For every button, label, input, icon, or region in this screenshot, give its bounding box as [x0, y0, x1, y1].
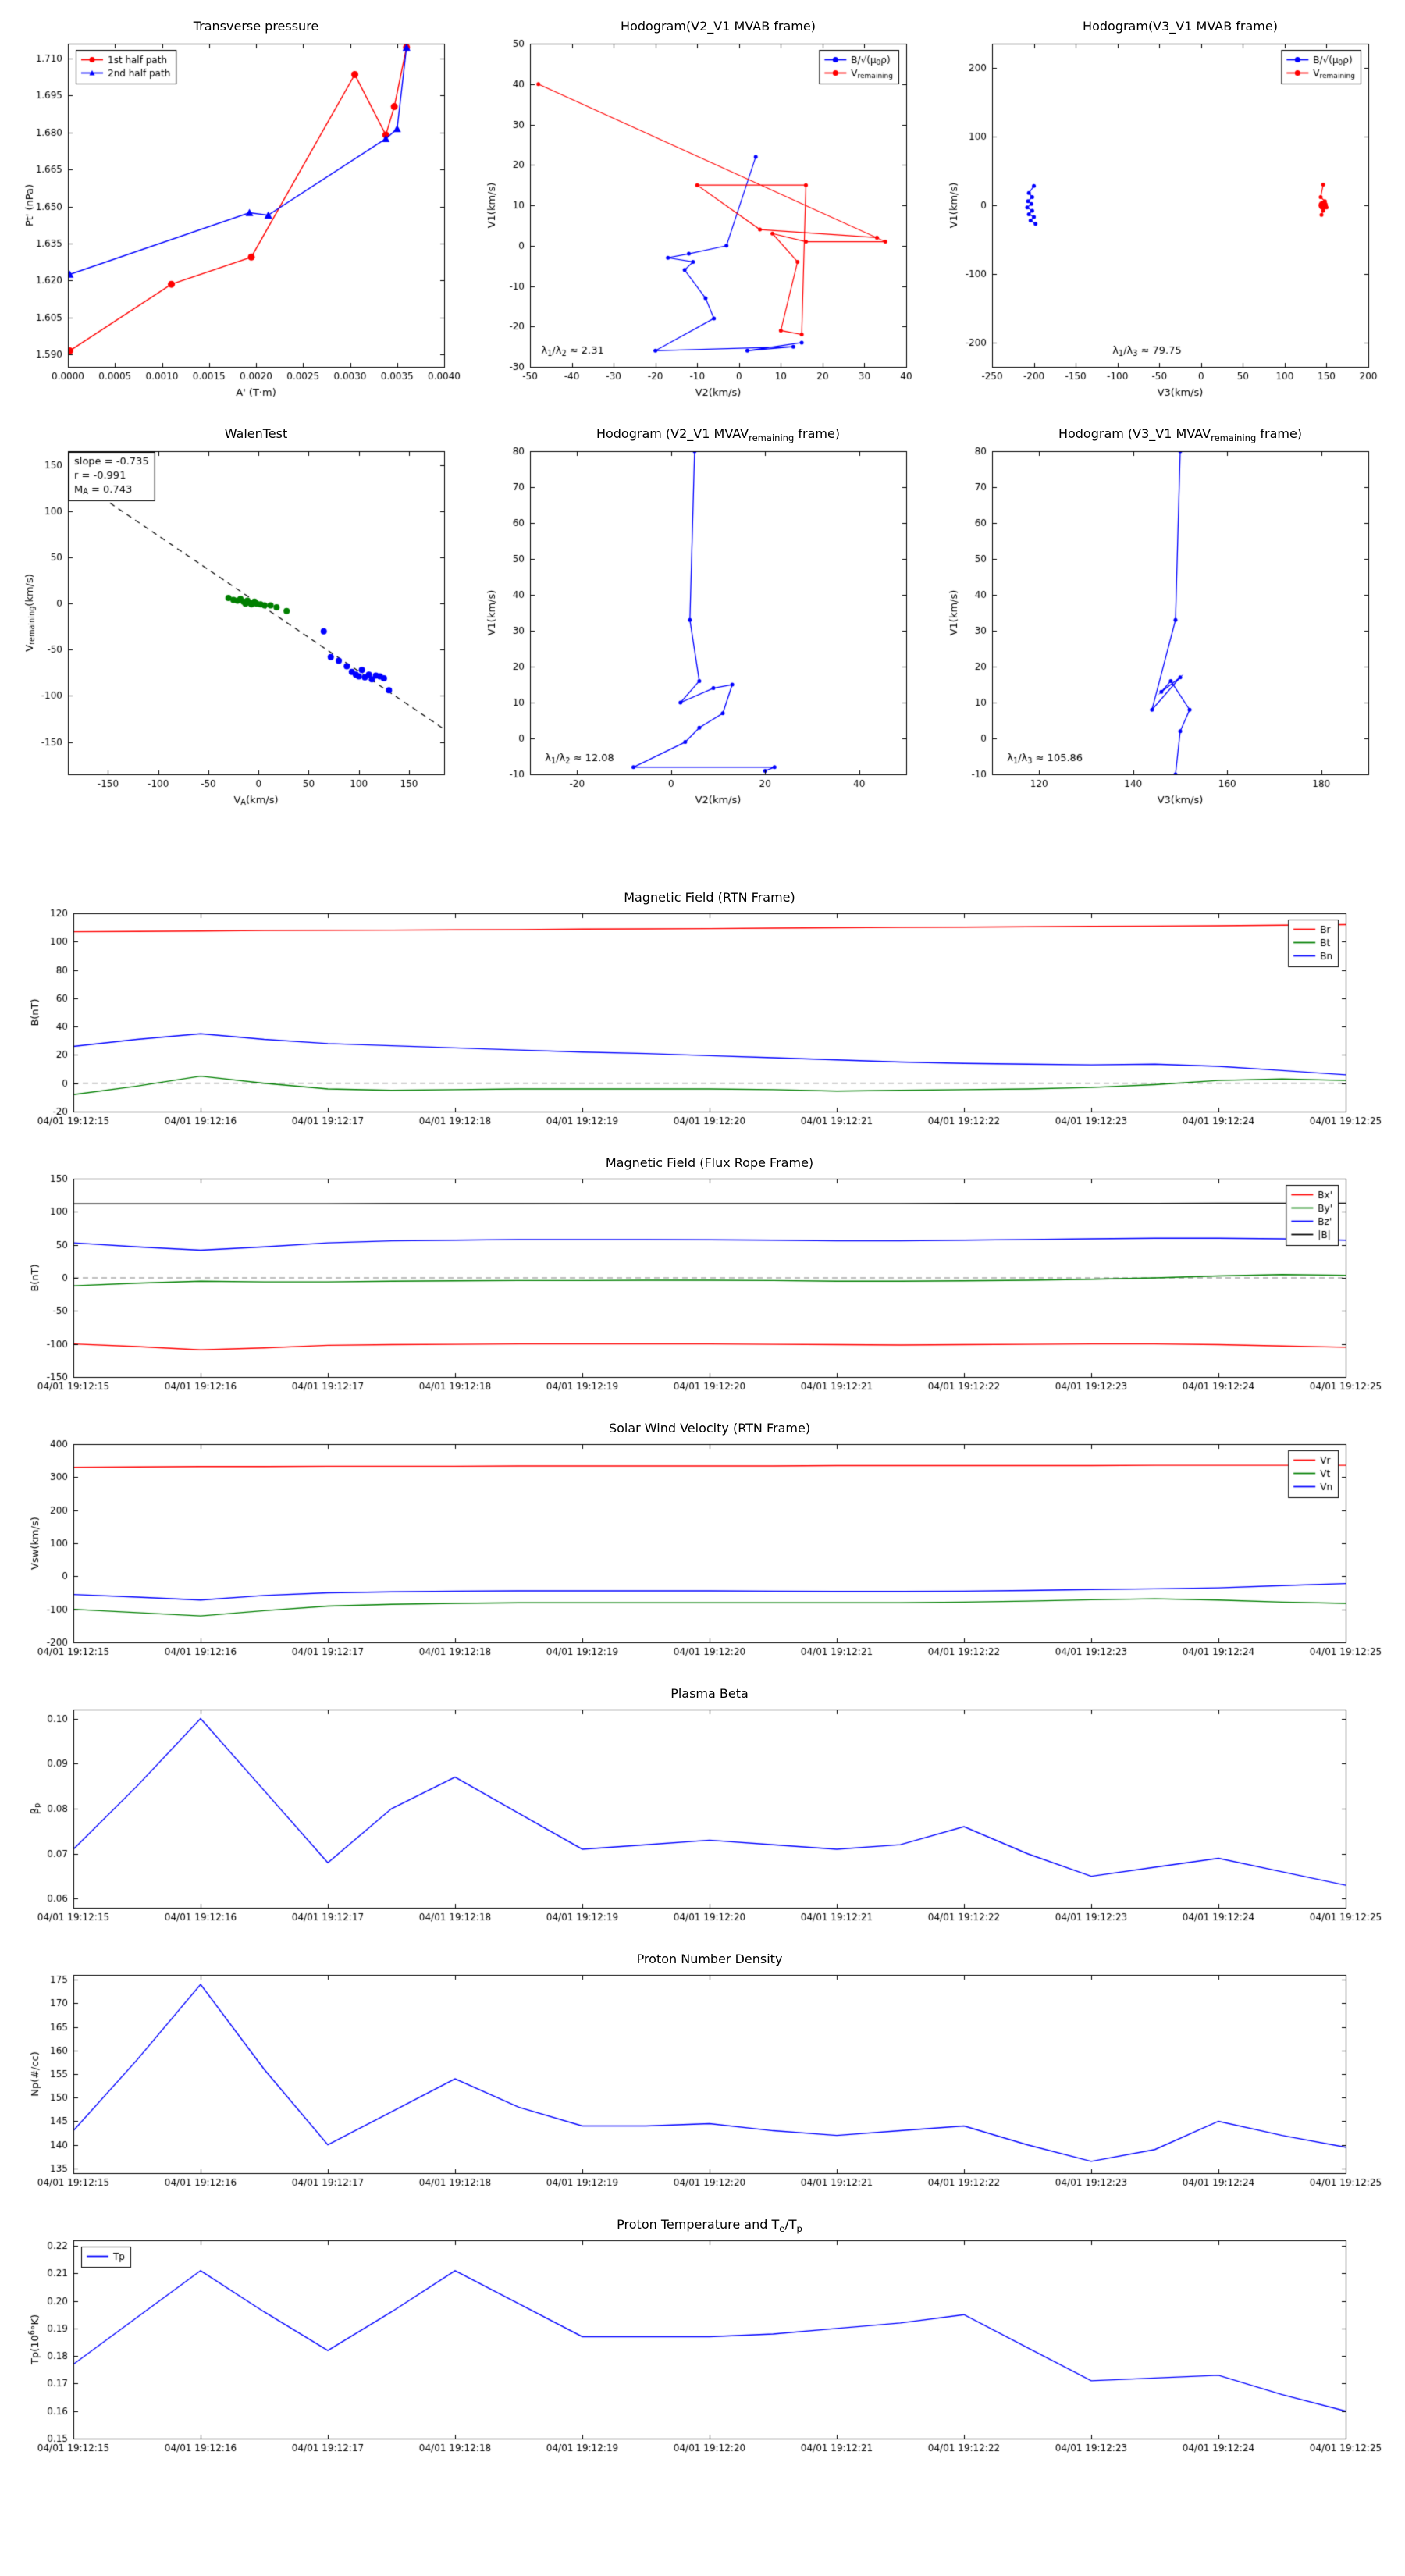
panel-transverse-pressure: Transverse pressure — [16, 17, 465, 403]
panel-hodogram-v2v1-mvav: Hodogram (V2_V1 MVAVremaining frame) — [478, 425, 927, 810]
proton-density-chart — [23, 1969, 1382, 2195]
panel-magnetic-field-rtn: Magnetic Field (RTN Frame) — [16, 888, 1389, 1133]
panel-proton-density: Proton Number Density — [16, 1950, 1389, 2195]
chart-title: Proton Temperature and Te/Tp — [617, 2217, 802, 2235]
chart-title: Hodogram (V3_V1 MVAVremaining frame) — [1058, 426, 1303, 444]
top-grid: Transverse pressure Hodogram(V2_V1 MVAB … — [16, 17, 1389, 810]
chart-title: Magnetic Field (RTN Frame) — [624, 890, 795, 905]
hodogram-v2v1-mvav-chart — [480, 443, 925, 810]
panel-plasma-beta: Plasma Beta — [16, 1685, 1389, 1930]
panel-hodogram-v2v1-mvab: Hodogram(V2_V1 MVAB frame) — [478, 17, 927, 403]
chart-title: Hodogram(V2_V1 MVAB frame) — [621, 19, 816, 34]
proton-temperature-chart — [23, 2234, 1382, 2460]
hodogram-v2v1-mvab-chart — [480, 36, 925, 403]
panel-hodogram-v3v1-mvab: Hodogram(V3_V1 MVAB frame) — [940, 17, 1389, 403]
chart-title: Proton Number Density — [636, 1952, 783, 1966]
chart-title: Hodogram(V3_V1 MVAB frame) — [1083, 19, 1278, 34]
chart-title: Magnetic Field (Flux Rope Frame) — [605, 1155, 814, 1170]
magnetic-field-fluxrope-chart — [23, 1172, 1382, 1399]
hodogram-v3v1-mvab-chart — [942, 36, 1387, 403]
panel-magnetic-field-fluxrope: Magnetic Field (Flux Rope Frame) — [16, 1154, 1389, 1399]
chart-title: Solar Wind Velocity (RTN Frame) — [608, 1421, 811, 1436]
timeseries-stack: Magnetic Field (RTN Frame) Magnetic Fiel… — [16, 888, 1389, 2460]
plasma-beta-chart — [23, 1703, 1382, 1930]
figure-root: Transverse pressure Hodogram(V2_V1 MVAB … — [16, 17, 1389, 2460]
solar-wind-velocity-chart — [23, 1438, 1382, 1664]
transverse-pressure-chart — [18, 36, 463, 403]
panel-solar-wind-velocity: Solar Wind Velocity (RTN Frame) — [16, 1419, 1389, 1664]
hodogram-v3v1-mvav-chart — [942, 443, 1387, 810]
panel-proton-temperature: Proton Temperature and Te/Tp — [16, 2215, 1389, 2460]
walen-test-chart — [18, 443, 463, 810]
chart-title: Transverse pressure — [193, 19, 319, 34]
magnetic-field-rtn-chart — [23, 907, 1382, 1133]
chart-title: Plasma Beta — [670, 1686, 749, 1701]
panel-walen-test: WalenTest — [16, 425, 465, 810]
chart-title: Hodogram (V2_V1 MVAVremaining frame) — [596, 426, 841, 444]
chart-title: WalenTest — [224, 426, 288, 441]
panel-hodogram-v3v1-mvav: Hodogram (V3_V1 MVAVremaining frame) — [940, 425, 1389, 810]
